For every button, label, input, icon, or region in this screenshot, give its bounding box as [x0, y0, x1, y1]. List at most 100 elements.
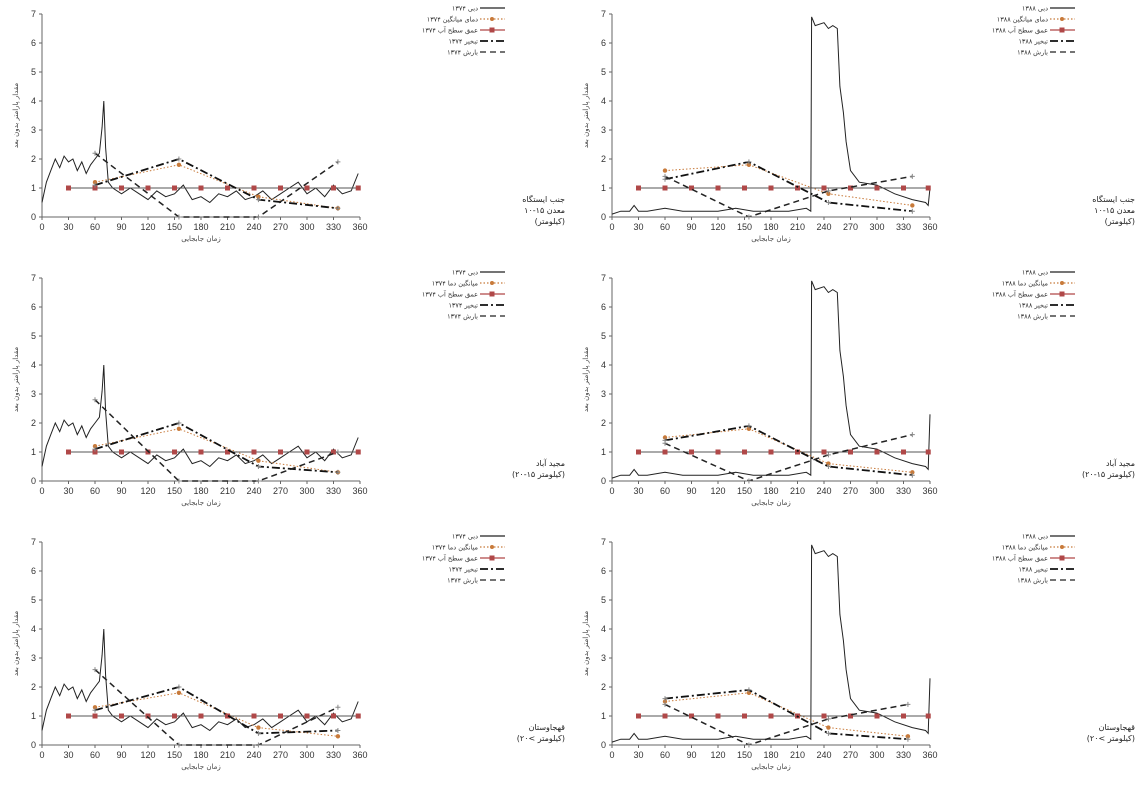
chart-svg: 0 1 2 3 4 5 6 7 0 30 60 90 120 150 180 210 240 270 300 330 3…: [582, 533, 1136, 772]
y-tick-label: 4: [31, 360, 36, 370]
x-tick-label: 60: [90, 486, 100, 496]
legend-label: تبخیر ۱۳۷۴: [448, 302, 478, 310]
chart-panel: 0 1 2 3 4 5 6 7 0 30 60 90 120 150 180 210 240 270 300 330 3…: [0, 528, 569, 792]
chart-svg: 0 1 2 3 4 5 6 7 0 30 60 90 120 150 180 210 240 270 300 330 3…: [12, 533, 566, 772]
data-point: [256, 725, 261, 730]
y-tick-label: 6: [601, 566, 606, 576]
legend-marker: [1059, 27, 1065, 33]
data-point: [715, 713, 721, 719]
data-point: [198, 449, 204, 455]
data-point: [92, 150, 98, 156]
y-tick-label: 3: [31, 389, 36, 399]
data-point: [255, 742, 261, 748]
data-point: [874, 449, 880, 455]
x-tick-label: 240: [246, 750, 261, 760]
data-point: [825, 452, 831, 458]
data-point: [255, 464, 261, 469]
series-line: [94, 158, 338, 210]
x-tick-label: 300: [869, 486, 884, 496]
data-point: [662, 449, 668, 455]
x-tick-label: 180: [193, 750, 208, 760]
data-point: [92, 182, 98, 188]
station-label: قهجاوستان: [529, 723, 566, 732]
data-point: [826, 461, 831, 466]
legend-marker: [1060, 545, 1064, 549]
x-tick-label: 180: [763, 222, 778, 232]
station-label: (۲۰-۱۵ کیلومتر): [1082, 470, 1135, 479]
x-tick-label: 60: [90, 750, 100, 760]
series-line: [664, 703, 909, 746]
y-tick-label: 0: [31, 212, 36, 222]
data-point: [355, 713, 361, 719]
chart-panel: 0 1 2 3 4 5 6 7 0 30 60 90 120 150 180 210 240 270 300 330 3…: [570, 528, 1139, 792]
legend-label: میانگین دما ۱۳۸۸: [1002, 280, 1048, 288]
x-tick-label: 120: [140, 750, 155, 760]
series-line: [41, 628, 359, 732]
legend-marker: [489, 27, 495, 33]
x-tick-label: 210: [790, 750, 805, 760]
data-point: [925, 185, 931, 191]
data-point: [715, 449, 721, 455]
y-tick-label: 1: [31, 447, 36, 457]
chart-svg: 0 1 2 3 4 5 6 7 0 30 60 90 120 150 180 210 240 270 300 330 3…: [12, 269, 565, 508]
series-line: [664, 424, 913, 477]
x-tick-label: 60: [660, 222, 670, 232]
y-tick-label: 5: [31, 331, 36, 341]
data-point: [768, 185, 774, 191]
data-point: [176, 478, 182, 484]
data-point: [225, 185, 230, 191]
x-tick-label: 300: [869, 222, 884, 232]
data-point: [715, 185, 721, 191]
data-point: [662, 435, 668, 440]
y-tick-label: 2: [31, 154, 36, 164]
data-point: [910, 203, 915, 208]
data-point: [335, 734, 341, 739]
x-tick-label: 240: [246, 222, 261, 232]
legend-label: دبی ۱۳۸۸: [1022, 5, 1048, 13]
series-line: [94, 399, 339, 482]
x-tick-label: 150: [167, 486, 182, 496]
data-point: [304, 713, 310, 719]
data-point: [746, 478, 752, 484]
y-tick-label: 3: [601, 389, 606, 399]
series-line: [664, 688, 908, 741]
series-line: [94, 152, 339, 218]
data-point: [256, 194, 261, 199]
data-point: [335, 449, 341, 455]
data-point: [92, 446, 98, 452]
data-point: [901, 185, 906, 191]
y-axis-label: مقدار پارامتر بدون بعد: [12, 83, 20, 148]
legend-label: دمای میانگین ۱۳۷۴: [427, 16, 478, 24]
data-point: [172, 449, 177, 455]
series-line: [664, 164, 913, 206]
x-tick-label: 120: [140, 486, 155, 496]
x-tick-label: 330: [326, 486, 341, 496]
y-tick-label: 7: [601, 537, 606, 547]
data-point: [92, 444, 98, 449]
data-point: [689, 449, 694, 455]
legend-label: میانگین دما ۱۳۷۴: [432, 544, 478, 552]
x-tick-label: 270: [843, 750, 858, 760]
chart-panel: 0 1 2 3 4 5 6 7 0 30 60 90 120 150 180 210 240 270 300 330 3…: [570, 0, 1139, 264]
x-tick-label: 0: [609, 222, 614, 232]
y-tick-label: 2: [31, 418, 36, 428]
x-tick-label: 0: [39, 222, 44, 232]
station-label: (کیلومتر): [535, 217, 565, 226]
y-tick-label: 6: [31, 38, 36, 48]
data-point: [689, 713, 694, 719]
station-label: قهجاوستان: [1099, 723, 1136, 732]
data-point: [335, 469, 341, 475]
series-line: [664, 692, 908, 737]
y-tick-label: 1: [31, 711, 36, 721]
x-tick-label: 180: [763, 750, 778, 760]
data-point: [256, 458, 261, 463]
station-label: جنب ایستگاه: [1092, 194, 1135, 204]
data-point: [331, 185, 336, 191]
x-tick-label: 210: [220, 486, 235, 496]
legend-marker: [1060, 17, 1064, 21]
y-tick-label: 0: [601, 476, 606, 486]
x-tick-label: 60: [90, 222, 100, 232]
legend-label: میانگین دما ۱۳۷۴: [432, 280, 478, 288]
x-tick-label: 300: [299, 486, 314, 496]
series-line: [664, 428, 913, 473]
